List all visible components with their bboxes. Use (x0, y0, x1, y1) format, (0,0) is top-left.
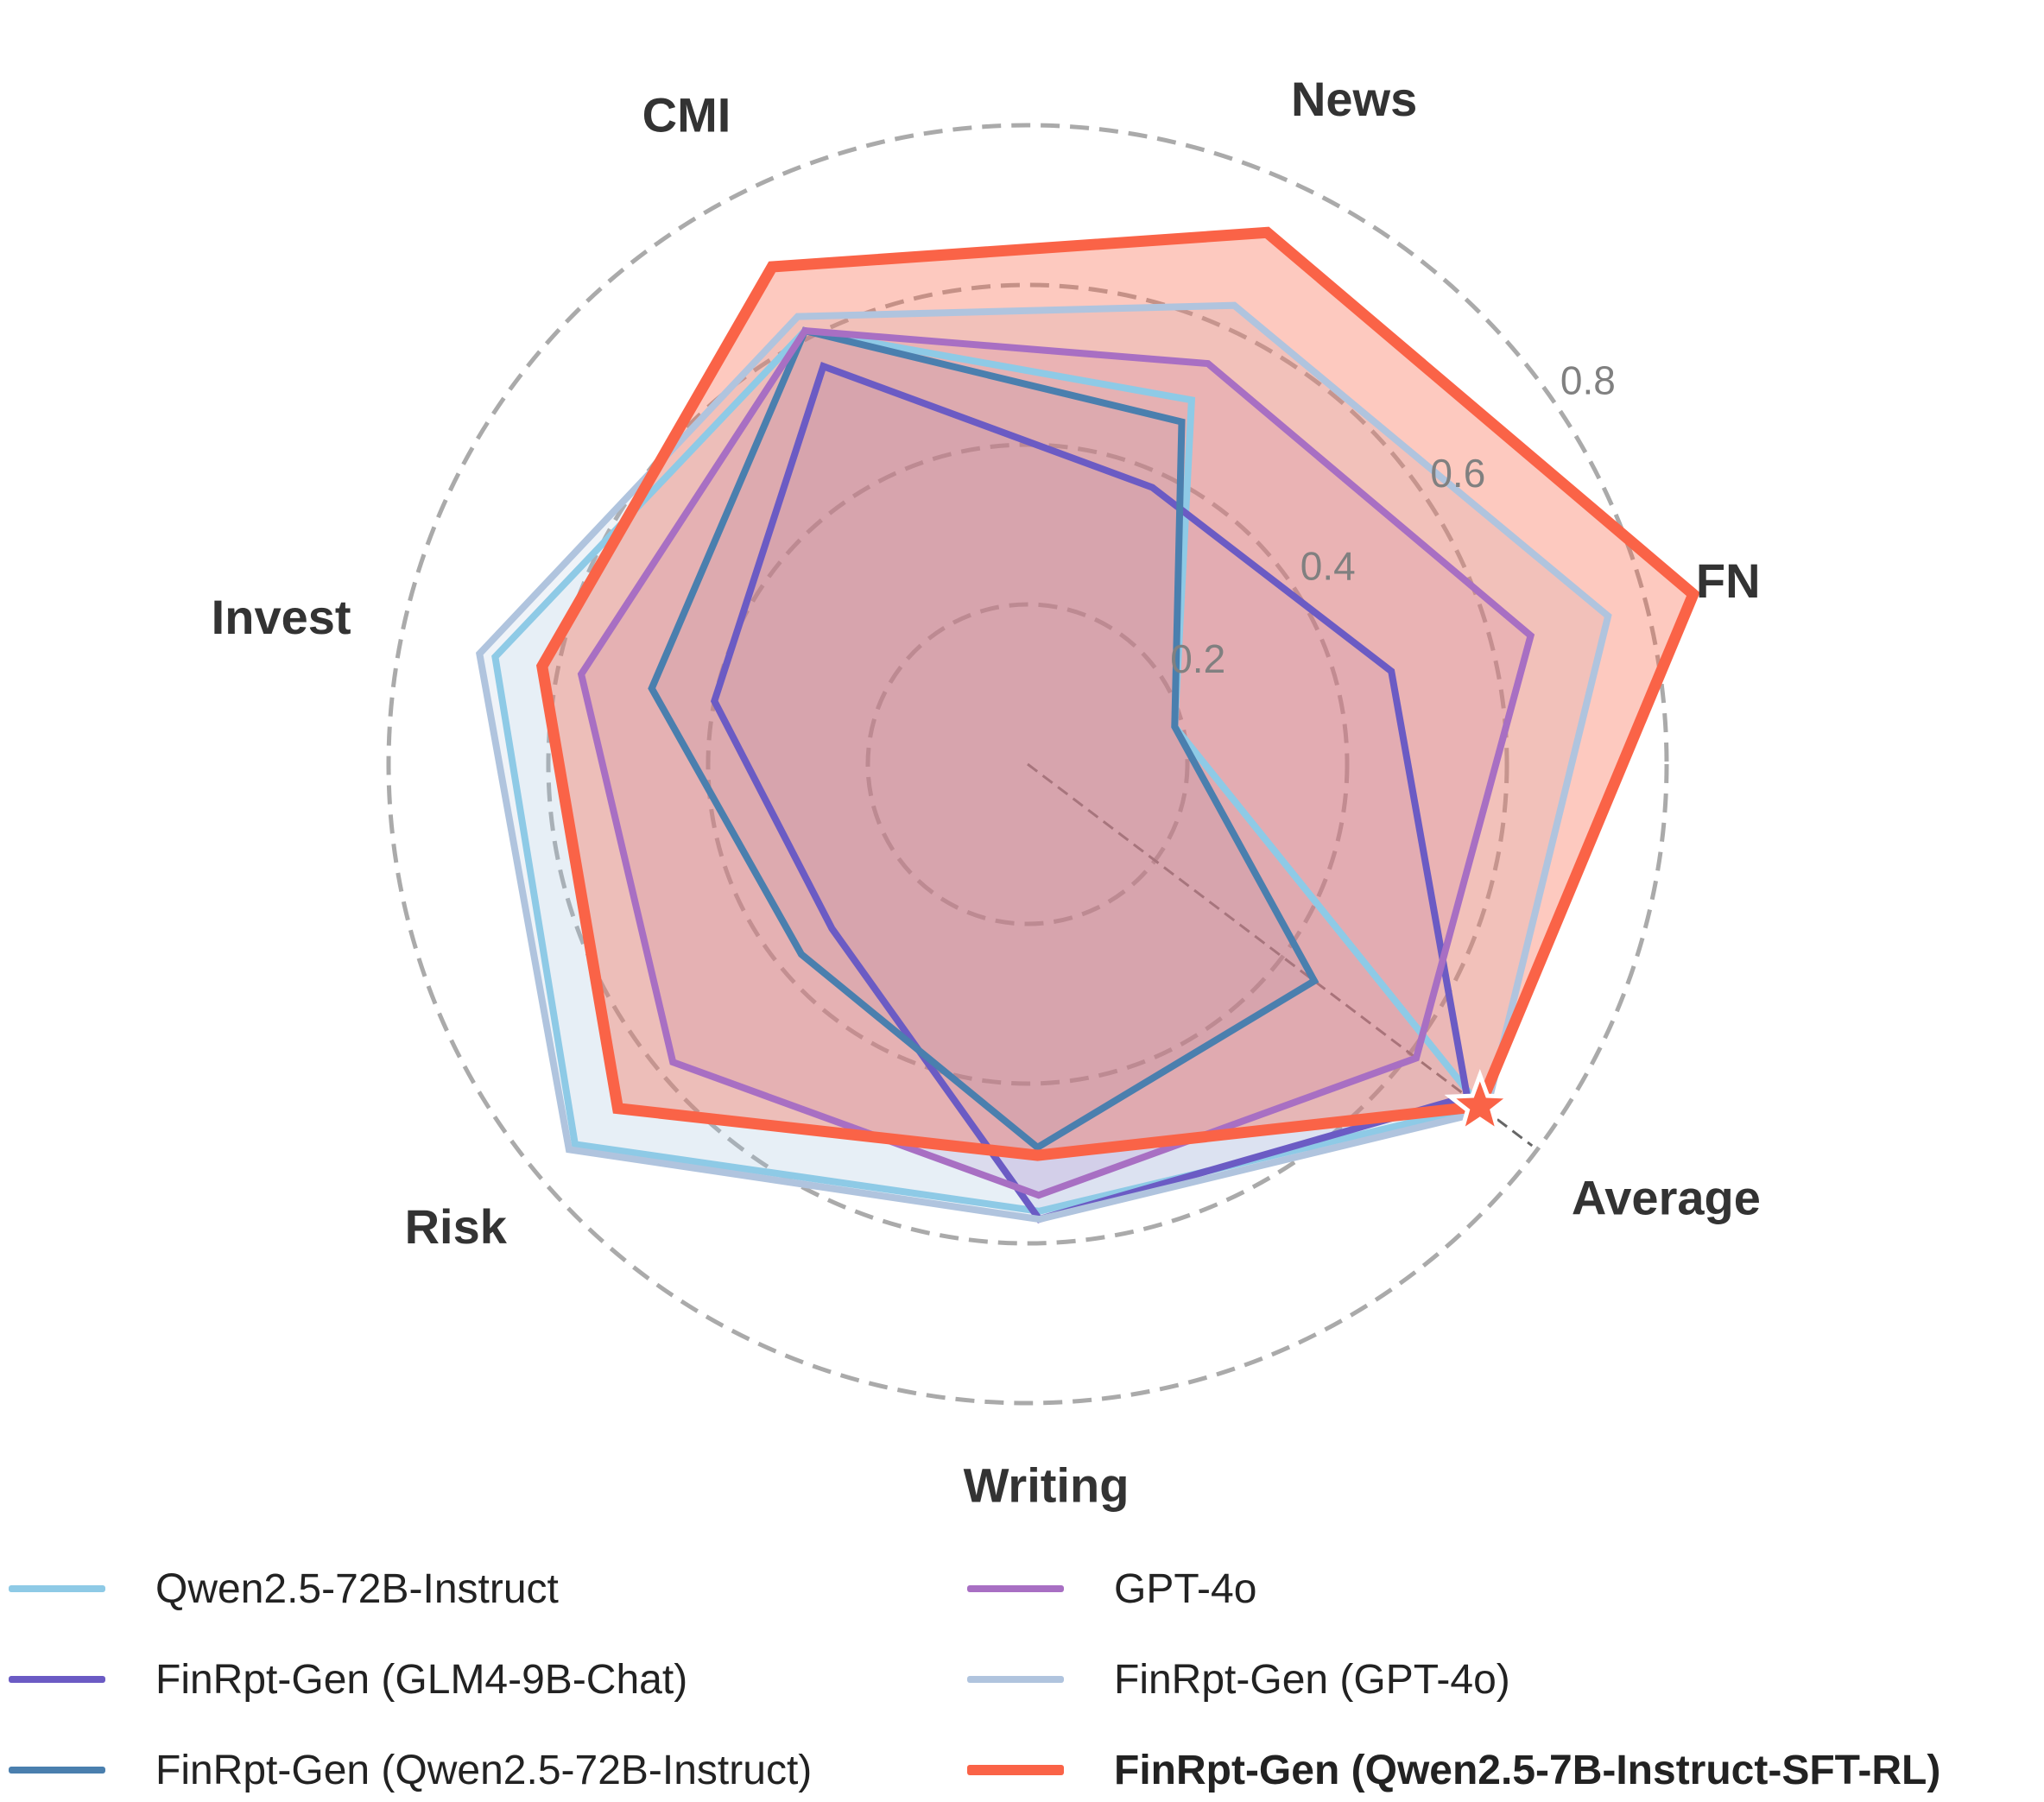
series-lines (476, 226, 1700, 1223)
axis-label-cmi: CMI (642, 88, 731, 142)
radial-tick-label: 0.4 (1300, 544, 1356, 589)
average-axis-guide (1027, 762, 1534, 1148)
legend-item: FinRpt-Gen (GPT-4o) (967, 1653, 1510, 1705)
series-fill-1 (495, 331, 1480, 1211)
grid-circle-1 (865, 602, 1190, 926)
legend-item: FinRpt-Gen (Qwen2.5-7B-Instruct-SFT-RL) (967, 1744, 1940, 1796)
series-line-3 (648, 326, 1319, 1152)
axis-label-news: News (1291, 72, 1417, 126)
legend-swatch (967, 1585, 1064, 1592)
grid-circle-3 (546, 282, 1509, 1246)
series-line-1 (491, 326, 1486, 1215)
series-fills (479, 232, 1693, 1220)
legend-label: FinRpt-Gen (Qwen2.5-7B-Instruct-SFT-RL) (1114, 1747, 1941, 1793)
radial-tick-label: 0.8 (1560, 358, 1616, 403)
legend-swatch (9, 1767, 105, 1774)
legend-swatch (9, 1676, 105, 1683)
legend-item: FinRpt-Gen (GLM4-9B-Chat) (9, 1653, 687, 1705)
legend-label: Qwen2.5-72B-Instruct (155, 1565, 559, 1612)
grid-circle-4 (386, 123, 1669, 1406)
legend-swatch (967, 1676, 1064, 1683)
legend-swatch (9, 1585, 105, 1592)
axis-label-invest: Invest (212, 590, 351, 644)
star-marker-icon (1444, 1068, 1516, 1137)
radial-tick-label: 0.2 (1170, 636, 1225, 681)
legend-label: GPT-4o (1114, 1565, 1257, 1612)
legend-swatch (967, 1765, 1064, 1775)
series-fill-3 (651, 331, 1314, 1148)
series-fill-4 (581, 331, 1531, 1196)
series-fill-5 (479, 305, 1609, 1220)
series-line-6 (535, 226, 1700, 1161)
series-line-5 (476, 301, 1612, 1223)
highlight-markers (1444, 1068, 1516, 1137)
axis-label-writing: Writing (964, 1458, 1130, 1513)
legend-label: FinRpt-Gen (Qwen2.5-72B-Instruct) (155, 1747, 813, 1793)
legend-label: FinRpt-Gen (GPT-4o) (1114, 1656, 1510, 1703)
legend-item: FinRpt-Gen (Qwen2.5-72B-Instruct) (9, 1744, 812, 1796)
legend-label: FinRpt-Gen (GLM4-9B-Chat) (155, 1656, 688, 1703)
radial-tick-labels: 0.2 0.4 0.6 0.8 (1170, 358, 1616, 681)
axis-label-average: Average (1572, 1171, 1761, 1225)
legend: Qwen2.5-72B-Instruct FinRpt-Gen (GLM4-9B-… (0, 1554, 2044, 1796)
legend-item: GPT-4o (967, 1563, 1256, 1615)
radial-tick-label: 0.6 (1430, 451, 1485, 496)
axis-label-risk: Risk (405, 1199, 508, 1254)
legend-item: Qwen2.5-72B-Instruct (9, 1563, 559, 1615)
axis-label-fn: FN (1696, 553, 1761, 608)
series-line-4 (577, 326, 1535, 1199)
axis-labels: FN News CMI Invest Risk Writing Average (212, 72, 1761, 1513)
